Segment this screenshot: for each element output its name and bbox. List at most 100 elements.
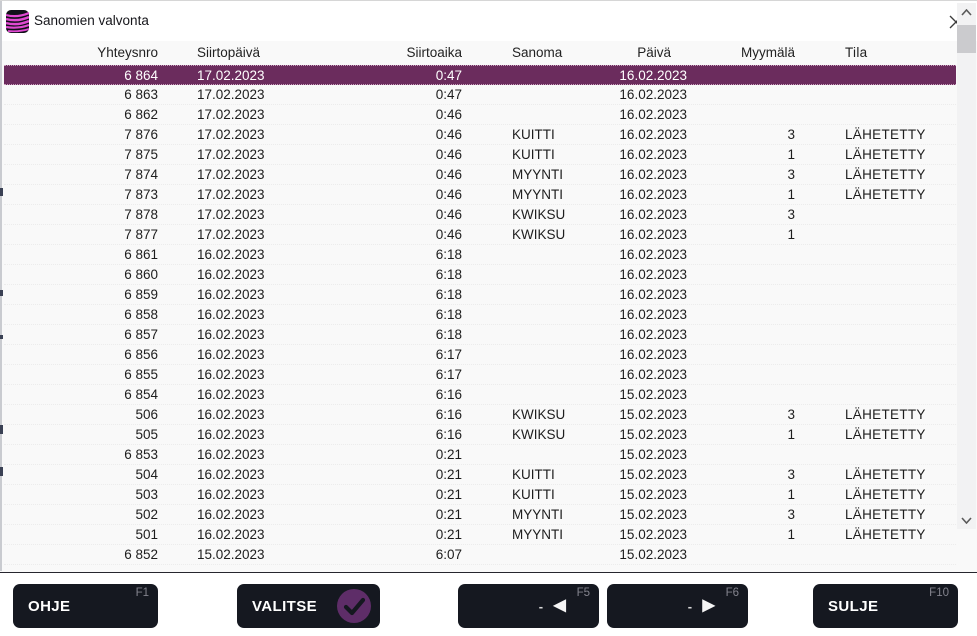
table-row[interactable]: 6 861 16.02.2023 6:18 16.02.2023 — [4, 245, 956, 265]
next-button-label: - — [687, 598, 693, 614]
table-cell-paiva: 15.02.2023 — [619, 487, 687, 502]
table-cell-myymala — [691, 345, 801, 364]
column-header-sanoma[interactable]: Sanoma — [512, 45, 563, 60]
table-cell-tila: LÄHETETTY — [845, 467, 926, 482]
table-cell-sanoma: KWIKSU — [512, 227, 566, 242]
table-cell-yhteysnro: 503 — [135, 487, 158, 502]
table-row[interactable]: 6 853 16.02.2023 0:21 15.02.2023 — [4, 445, 956, 465]
table-cell-myymala — [691, 385, 801, 404]
table-cell-yhteysnro: 6 856 — [124, 347, 158, 362]
table-row[interactable]: 6 858 16.02.2023 6:18 16.02.2023 — [4, 305, 956, 325]
table-row[interactable]: 6 862 17.02.2023 0:46 16.02.2023 — [4, 105, 956, 125]
table-cell-myymala: 3 — [787, 127, 795, 142]
table-cell-yhteysnro: 6 855 — [124, 367, 158, 382]
next-button[interactable]: - ▶ F6 — [607, 584, 748, 628]
table-row[interactable]: 7 874 17.02.2023 0:46 MYYNTI 16.02.2023 3 LÄHE… — [4, 165, 956, 185]
table-cell-siirtoaika: 0:46 — [435, 167, 462, 182]
table-cell-siirtopaiva: 16.02.2023 — [197, 387, 265, 402]
table-row[interactable]: 7 877 17.02.2023 0:46 KWIKSU 16.02.2023 1 — [4, 225, 956, 245]
table-cell-siirtopaiva: 17.02.2023 — [197, 68, 265, 83]
table-body: 6 864 17.02.2023 0:47 16.02.2023 6 863 17.02.… — [4, 65, 977, 565]
table-row[interactable]: 503 16.02.2023 0:21 KUITTI 15.02.2023 1 LÄHETE… — [4, 485, 956, 505]
table-cell-yhteysnro: 502 — [135, 507, 158, 522]
scroll-up-icon[interactable] — [957, 3, 976, 21]
table-row[interactable]: 506 16.02.2023 6:16 KWIKSU 15.02.2023 3 LÄHETE… — [4, 405, 956, 425]
table-row[interactable]: 6 852 15.02.2023 6:07 15.02.2023 — [4, 545, 956, 565]
table-row[interactable]: 502 16.02.2023 0:21 MYYNTI 15.02.2023 3 LÄHETE… — [4, 505, 956, 525]
scroll-down-icon[interactable] — [957, 511, 976, 529]
table-cell-myymala — [691, 305, 801, 324]
table-cell-siirtopaiva: 16.02.2023 — [197, 467, 265, 482]
table-cell-siirtopaiva: 17.02.2023 — [197, 207, 265, 222]
column-header-siirtoaika[interactable]: Siirtoaika — [406, 45, 462, 60]
table-cell-paiva: 16.02.2023 — [619, 87, 687, 102]
table-cell-paiva: 15.02.2023 — [619, 527, 687, 542]
table-cell-siirtopaiva: 17.02.2023 — [197, 227, 265, 242]
scrollbar-thumb[interactable] — [957, 25, 976, 53]
table-cell-paiva: 16.02.2023 — [619, 147, 687, 162]
column-header-yhteysnro[interactable]: Yhteysnro — [97, 45, 158, 60]
table-row[interactable]: 6 855 16.02.2023 6:17 16.02.2023 — [4, 365, 956, 385]
select-button-label: VALITSE — [252, 597, 318, 615]
table-row[interactable]: 6 859 16.02.2023 6:18 16.02.2023 — [4, 285, 956, 305]
table-cell-sanoma — [469, 385, 584, 404]
table-row[interactable]: 7 875 17.02.2023 0:46 KUITTI 16.02.2023 1 LÄHE… — [4, 145, 956, 165]
table-cell-siirtoaika: 0:46 — [435, 147, 462, 162]
vertical-scrollbar[interactable] — [957, 3, 976, 529]
table-cell-myymala: 1 — [787, 427, 795, 442]
table-cell-tila: LÄHETETTY — [845, 427, 926, 442]
table-row[interactable]: 6 864 17.02.2023 0:47 16.02.2023 — [4, 65, 956, 85]
table-cell-yhteysnro: 7 875 — [124, 147, 158, 162]
table-cell-sanoma: MYYNTI — [512, 187, 564, 202]
help-button[interactable]: OHJE F1 — [13, 584, 158, 628]
table-cell-siirtopaiva: 15.02.2023 — [197, 547, 265, 562]
table-cell-tila — [801, 85, 956, 104]
table-cell-siirtopaiva: 17.02.2023 — [197, 167, 265, 182]
table-row[interactable]: 6 860 16.02.2023 6:18 16.02.2023 — [4, 265, 956, 285]
column-header-paiva[interactable]: Päivä — [637, 45, 671, 60]
column-header-myymala[interactable]: Myymälä — [740, 45, 795, 60]
table-row[interactable]: 6 857 16.02.2023 6:18 16.02.2023 — [4, 325, 956, 345]
table-cell-tila — [801, 345, 956, 364]
table-row[interactable]: 7 876 17.02.2023 0:46 KUITTI 16.02.2023 3 LÄHE… — [4, 125, 956, 145]
table-cell-siirtoaika: 6:16 — [435, 427, 462, 442]
column-header-tila[interactable]: Tila — [845, 45, 868, 60]
table-row[interactable]: 6 854 16.02.2023 6:16 15.02.2023 — [4, 385, 956, 405]
table-cell-sanoma — [469, 285, 584, 304]
table-row[interactable]: 7 873 17.02.2023 0:46 MYYNTI 16.02.2023 1 LÄHE… — [4, 185, 956, 205]
table-row[interactable]: 6 856 16.02.2023 6:17 16.02.2023 — [4, 345, 956, 365]
table-cell-myymala — [691, 66, 801, 84]
table-cell-siirtoaika: 0:21 — [435, 507, 462, 522]
table-cell-sanoma — [469, 545, 584, 564]
table-cell-sanoma: KUITTI — [512, 127, 555, 142]
table-cell-siirtopaiva: 16.02.2023 — [197, 527, 265, 542]
table-cell-siirtoaika: 6:18 — [435, 247, 462, 262]
table-cell-paiva: 15.02.2023 — [619, 547, 687, 562]
table-cell-yhteysnro: 501 — [135, 527, 158, 542]
close-window-button[interactable]: SULJE F10 — [813, 584, 958, 628]
table-cell-siirtoaika: 0:21 — [435, 467, 462, 482]
table-cell-paiva: 15.02.2023 — [619, 407, 687, 422]
arrow-right-icon: ▶ — [702, 597, 716, 614]
table-row[interactable]: 504 16.02.2023 0:21 KUITTI 15.02.2023 3 LÄHETE… — [4, 465, 956, 485]
left-edge-artifact — [0, 425, 3, 434]
table-cell-myymala — [691, 545, 801, 564]
app-waves-icon — [5, 10, 30, 33]
table-cell-tila — [801, 265, 956, 284]
table-row[interactable]: 505 16.02.2023 6:16 KWIKSU 15.02.2023 1 LÄHETE… — [4, 425, 956, 445]
table-cell-siirtopaiva: 16.02.2023 — [197, 287, 265, 302]
table-row[interactable]: 6 863 17.02.2023 0:47 16.02.2023 — [4, 85, 956, 105]
table-cell-paiva: 16.02.2023 — [619, 207, 687, 222]
window-title: Sanomien valvonta — [34, 13, 149, 28]
table-cell-paiva: 16.02.2023 — [619, 127, 687, 142]
previous-button[interactable]: - ◀ F5 — [458, 584, 599, 628]
select-button[interactable]: VALITSE — [237, 584, 380, 628]
table-cell-paiva: 16.02.2023 — [619, 367, 687, 382]
table-cell-yhteysnro: 7 874 — [124, 167, 158, 182]
table-cell-myymala — [691, 285, 801, 304]
table-cell-siirtopaiva: 16.02.2023 — [197, 247, 265, 262]
table-row[interactable]: 501 16.02.2023 0:21 MYYNTI 15.02.2023 1 LÄHETE… — [4, 525, 956, 545]
table-cell-yhteysnro: 7 877 — [124, 227, 158, 242]
table-row[interactable]: 7 878 17.02.2023 0:46 KWIKSU 16.02.2023 3 — [4, 205, 956, 225]
column-header-siirtopaiva[interactable]: Siirtopäivä — [197, 45, 261, 60]
